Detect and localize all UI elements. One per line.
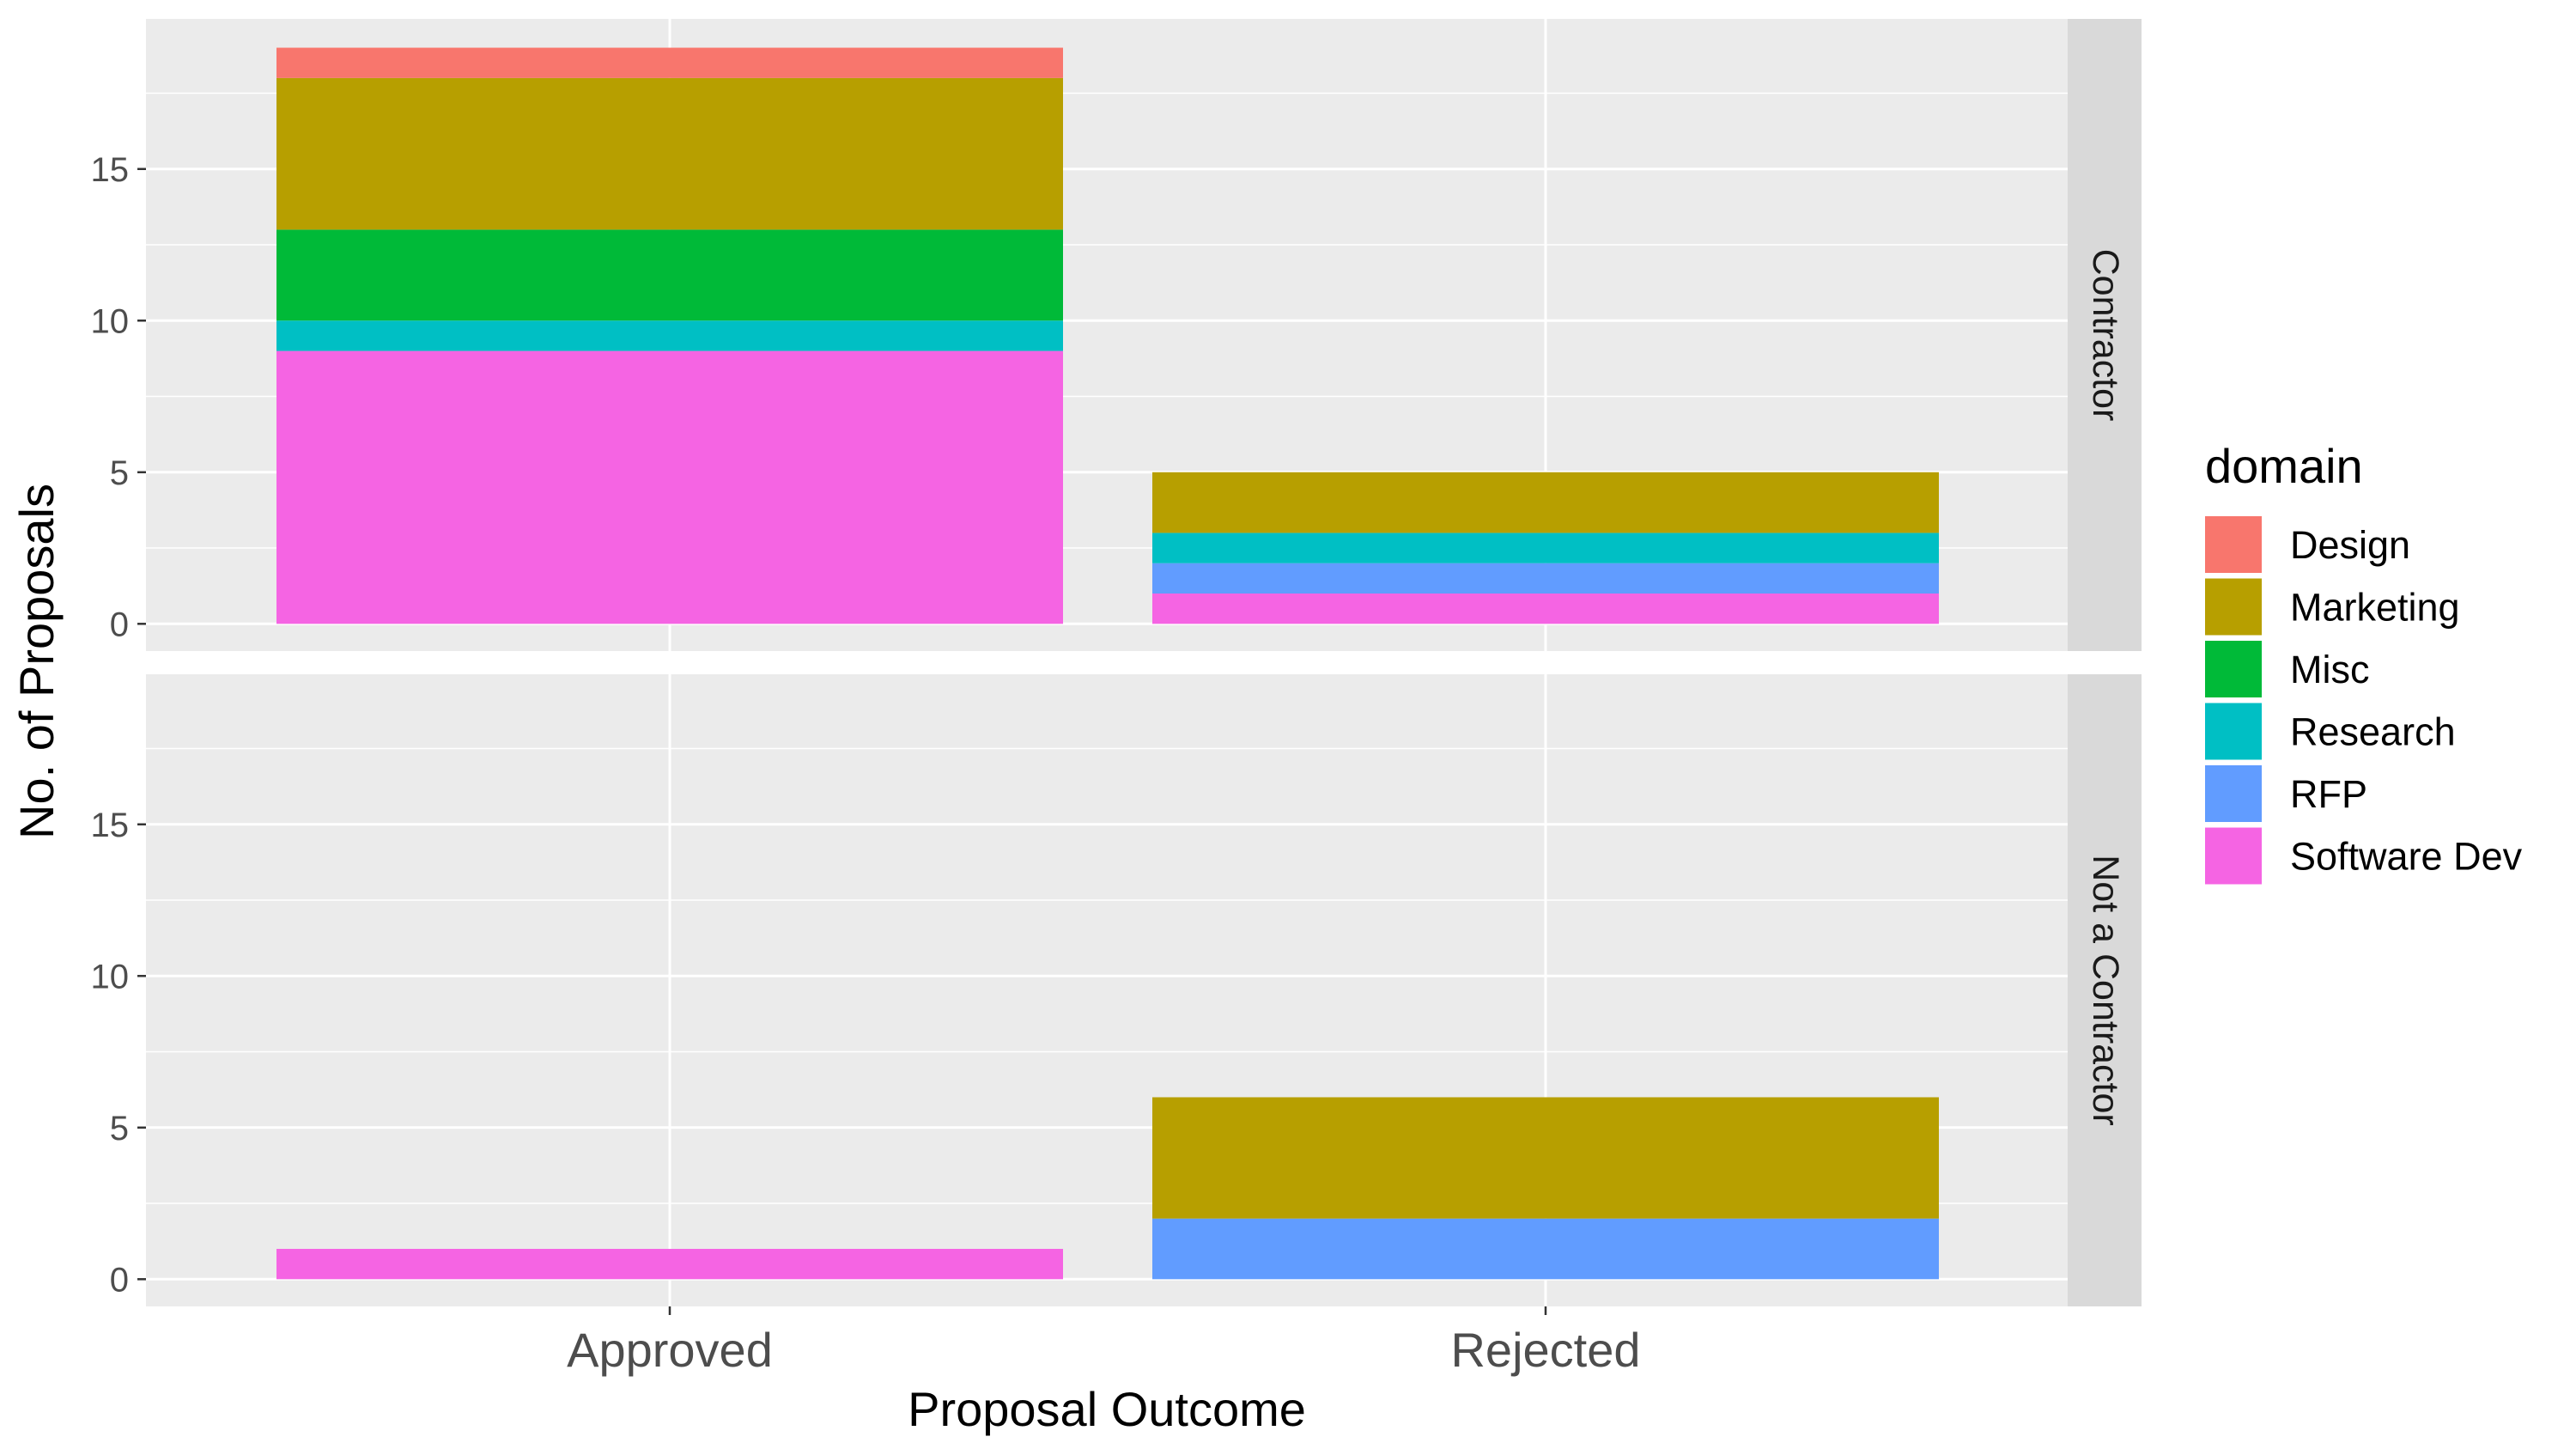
facet-strip xyxy=(2068,19,2142,651)
legend-key-design xyxy=(2205,516,2262,573)
y-axis-title-group: No. of Proposals xyxy=(9,484,64,839)
bar-segment-research xyxy=(1152,533,1939,563)
legend-label: Misc xyxy=(2290,648,2369,691)
bar-segment-design xyxy=(276,47,1063,78)
bar-segment-marketing xyxy=(1152,472,1939,533)
x-tick-label: Rejected xyxy=(1450,1323,1640,1377)
bar-segment-misc xyxy=(276,229,1063,321)
legend-label: RFP xyxy=(2290,772,2367,816)
facet-panel-1: 0 5 10 15 Contractor xyxy=(91,19,2142,651)
legend-label: Design xyxy=(2290,523,2410,567)
y-tick-label: 5 xyxy=(110,1110,129,1148)
legend-label: Software Dev xyxy=(2290,835,2523,879)
legend-title: domain xyxy=(2205,439,2363,493)
legend: domain Design Marketing Misc Research RFP Sof… xyxy=(2205,439,2523,885)
bar-segment-marketing xyxy=(276,77,1063,230)
legend-key-research xyxy=(2205,703,2262,760)
facet-panel-2: 0 5 10 15 Not a Contractor xyxy=(91,674,2142,1306)
y-tick-label: 15 xyxy=(91,151,130,189)
y-tick-label: 5 xyxy=(110,454,129,492)
y-tick-label: 0 xyxy=(110,606,129,643)
legend-key-misc xyxy=(2205,641,2262,697)
legend-key-marketing xyxy=(2205,578,2262,636)
y-axis-title: No. of Proposals xyxy=(9,484,64,839)
bar-segment-research xyxy=(276,320,1063,351)
bar-segment-rfp xyxy=(1152,1218,1939,1280)
y-tick-label: 10 xyxy=(91,958,130,995)
bar-segment-software-dev xyxy=(276,1249,1063,1280)
x-tick-label: Approved xyxy=(567,1323,773,1377)
y-tick-label: 0 xyxy=(110,1261,129,1299)
legend-key-rfp xyxy=(2205,765,2262,822)
legend-label: Research xyxy=(2290,710,2456,754)
x-axis-title: Proposal Outcome xyxy=(908,1382,1306,1436)
y-tick-label: 10 xyxy=(91,302,130,340)
facet-panels: 0 5 10 15 Contractor 0 5 10 15 Not a Contractor Ap… xyxy=(91,19,2142,1377)
bar-segment-rfp xyxy=(1152,563,1939,594)
bar-segment-software-dev xyxy=(276,350,1063,624)
legend-label: Marketing xyxy=(2290,586,2460,630)
y-tick-label: 15 xyxy=(91,807,130,844)
facet-strip-label: Not a Contractor xyxy=(2085,855,2126,1125)
bar-segment-software-dev xyxy=(1152,594,1939,624)
legend-key-software-dev xyxy=(2205,827,2262,885)
facet-strip xyxy=(2068,674,2142,1306)
facet-strip-label: Contractor xyxy=(2085,249,2126,422)
bar-segment-marketing xyxy=(1152,1097,1939,1219)
